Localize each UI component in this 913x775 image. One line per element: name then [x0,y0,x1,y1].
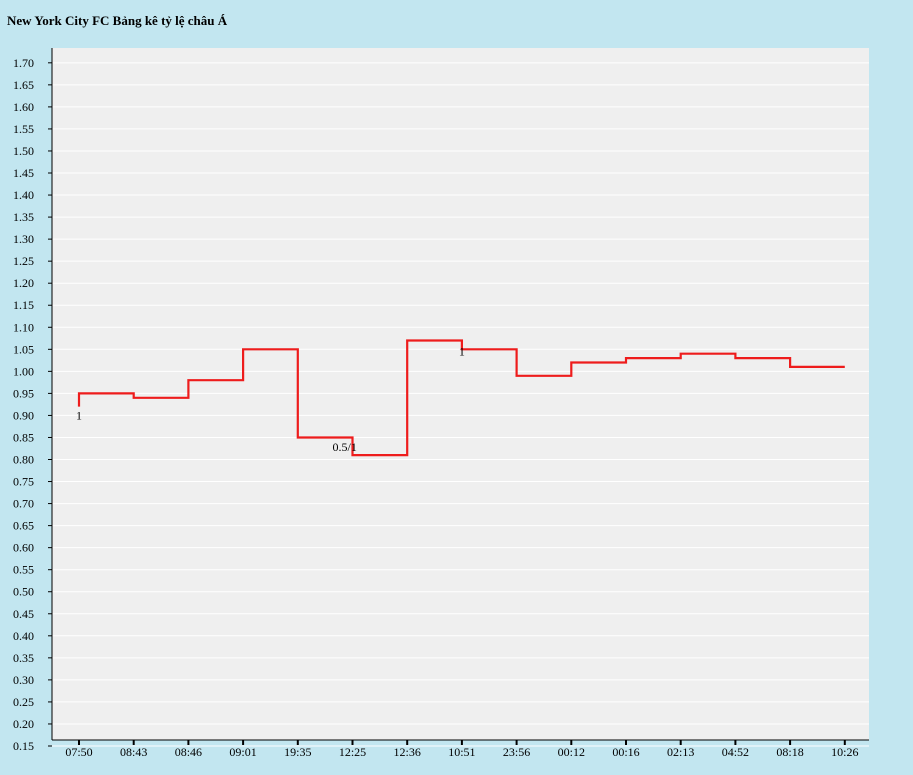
y-tick-label: 1.40 [13,188,34,202]
y-tick-label: 1.00 [13,364,34,378]
y-tick-label: 1.05 [13,342,34,356]
chart-title: New York City FC Bảng kê tỷ lệ châu Á [7,13,228,28]
y-tick-label: 0.65 [13,519,34,533]
y-axis-ticks: 0.15 0.20 0.25 0.30 0.35 0.40 0.45 0.50 0.55 0.60… [13,56,52,753]
x-tick-label: 09:01 [229,745,256,759]
y-tick-label: 1.15 [13,298,34,312]
x-tick-label: 08:18 [776,745,803,759]
y-tick-label: 1.70 [13,56,34,70]
x-tick-label: 02:13 [667,745,694,759]
y-tick-label: 1.25 [13,254,34,268]
y-tick-label: 0.50 [13,585,34,599]
annotations-layer: 1 0.5/1 1 [76,344,465,454]
gridlines [52,62,869,747]
x-tick-label: 08:43 [120,745,147,759]
series-line [77,339,845,457]
y-tick-label: 0.25 [13,695,34,709]
y-tick-label: 0.40 [13,629,34,643]
point-annotation: 1 [459,344,465,358]
x-tick-label: 10:51 [448,745,475,759]
x-tick-label: 00:12 [558,745,585,759]
y-tick-label: 1.10 [13,320,34,334]
y-tick-label: 0.85 [13,430,34,444]
point-annotation: 1 [76,408,82,422]
y-tick-label: 0.60 [13,541,34,555]
y-tick-label: 1.55 [13,122,34,136]
series-layer [77,339,845,457]
y-tick-label: 0.70 [13,497,34,511]
x-tick-label: 19:35 [284,745,311,759]
y-tick-label: 0.35 [13,651,34,665]
y-tick-label: 1.30 [13,232,34,246]
x-tick-label: 00:16 [612,745,639,759]
x-axis-ticks: 07:50 08:43 08:46 09:01 19:35 12:25 12:36 10:51… [65,740,858,759]
x-tick-label: 04:52 [722,745,749,759]
x-tick-label: 12:36 [394,745,421,759]
y-tick-label: 0.75 [13,475,34,489]
y-tick-label: 0.55 [13,563,34,577]
y-tick-label: 0.90 [13,408,34,422]
y-tick-label: 1.20 [13,276,34,290]
y-tick-label: 0.20 [13,717,34,731]
x-tick-label: 23:56 [503,745,530,759]
y-tick-label: 1.35 [13,210,34,224]
y-tick-label: 0.30 [13,673,34,687]
x-tick-label: 10:26 [831,745,858,759]
y-tick-label: 0.45 [13,607,34,621]
y-tick-label: 0.95 [13,386,34,400]
y-tick-label: 0.15 [13,739,34,753]
x-tick-label: 07:50 [65,745,92,759]
x-tick-label: 08:46 [175,745,202,759]
y-tick-label: 1.60 [13,100,34,114]
y-tick-label: 1.45 [13,166,34,180]
point-annotation: 0.5/1 [333,440,357,454]
y-tick-label: 0.80 [13,453,34,467]
x-tick-label: 12:25 [339,745,366,759]
y-tick-label: 1.50 [13,144,34,158]
y-tick-label: 1.65 [13,78,34,92]
